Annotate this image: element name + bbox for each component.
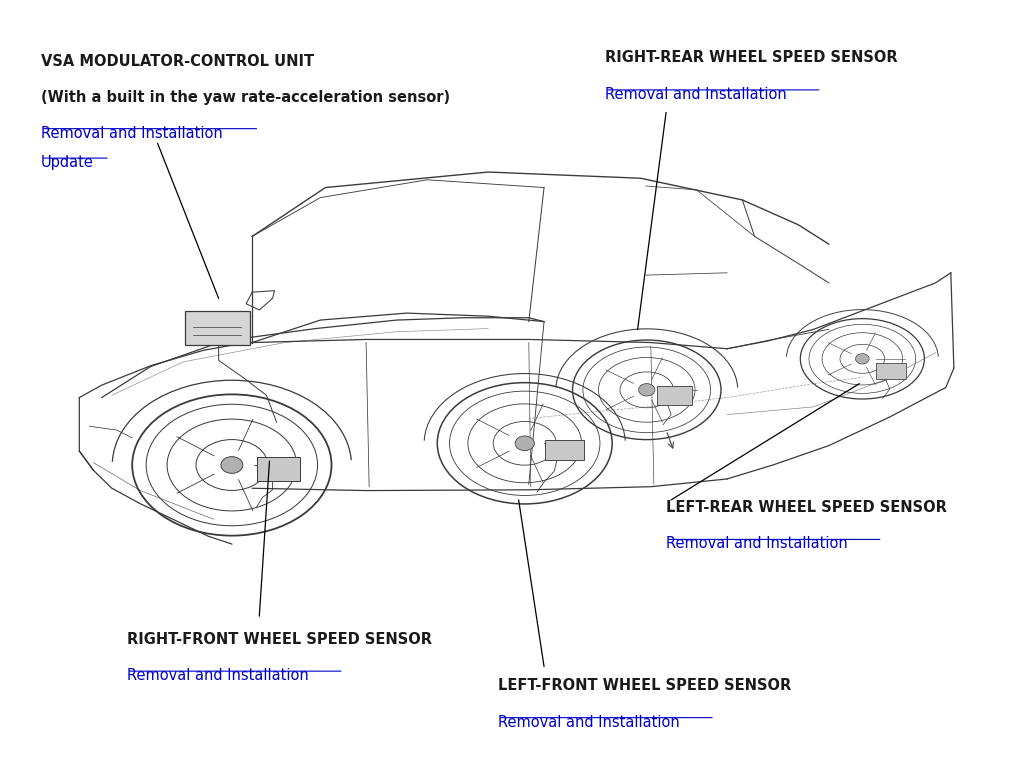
Text: (With a built in the yaw rate-acceleration sensor): (With a built in the yaw rate-accelerati…	[41, 90, 450, 105]
Text: RIGHT-REAR WHEEL SPEED SENSOR: RIGHT-REAR WHEEL SPEED SENSOR	[605, 50, 898, 65]
Ellipse shape	[515, 436, 535, 450]
FancyBboxPatch shape	[257, 457, 300, 480]
FancyBboxPatch shape	[657, 386, 691, 405]
FancyBboxPatch shape	[876, 363, 906, 379]
Text: Update: Update	[41, 155, 93, 170]
Ellipse shape	[855, 353, 869, 364]
Ellipse shape	[639, 384, 655, 396]
Text: Removal and Installation: Removal and Installation	[605, 87, 786, 102]
Text: Removal and Installation: Removal and Installation	[127, 668, 309, 683]
Text: Removal and Installation: Removal and Installation	[41, 126, 222, 140]
Text: VSA MODULATOR-CONTROL UNIT: VSA MODULATOR-CONTROL UNIT	[41, 54, 313, 69]
Text: Removal and Installation: Removal and Installation	[499, 715, 680, 729]
Text: Removal and Installation: Removal and Installation	[666, 536, 848, 551]
FancyBboxPatch shape	[545, 440, 584, 460]
FancyBboxPatch shape	[185, 311, 250, 345]
Ellipse shape	[221, 456, 243, 474]
Text: RIGHT-FRONT WHEEL SPEED SENSOR: RIGHT-FRONT WHEEL SPEED SENSOR	[127, 632, 432, 646]
Text: LEFT-REAR WHEEL SPEED SENSOR: LEFT-REAR WHEEL SPEED SENSOR	[666, 500, 947, 515]
Text: LEFT-FRONT WHEEL SPEED SENSOR: LEFT-FRONT WHEEL SPEED SENSOR	[499, 678, 792, 693]
